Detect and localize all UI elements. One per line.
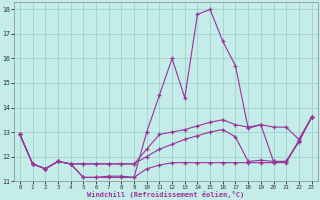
X-axis label: Windchill (Refroidissement éolien,°C): Windchill (Refroidissement éolien,°C) xyxy=(87,191,244,198)
